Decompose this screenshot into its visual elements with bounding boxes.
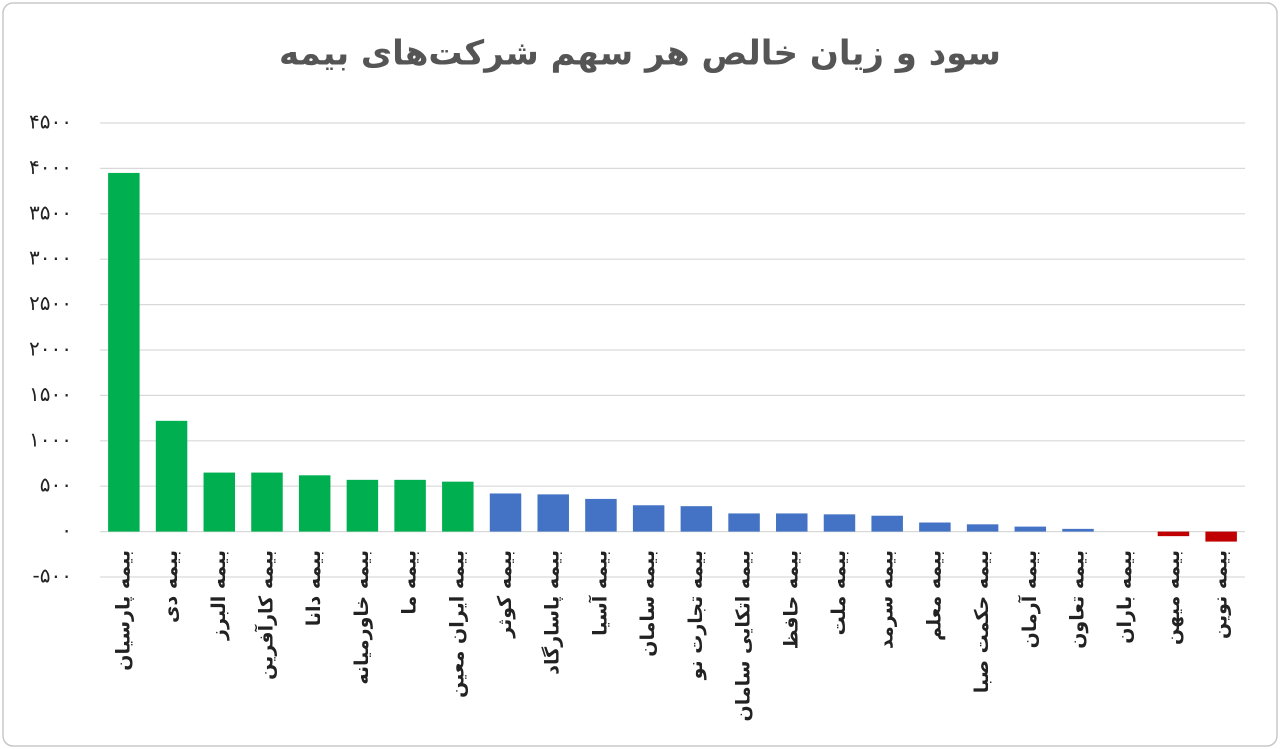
bar (251, 472, 283, 532)
bar (1205, 531, 1237, 542)
x-tick-label: بیمه پارسیان (112, 550, 134, 671)
bar (489, 493, 522, 532)
bar (155, 420, 188, 532)
x-tick-label: بیمه نوین (1210, 550, 1232, 639)
x-tick-label: بیمه تعاون (1067, 550, 1089, 649)
bar (394, 479, 426, 532)
bar (919, 522, 951, 532)
bar (203, 472, 236, 532)
x-tick-label: بیمه دی (160, 550, 182, 623)
x-tick-label: بیمه سامان (637, 550, 659, 657)
x-tick-label: بیمه پاسارگاد (541, 550, 564, 675)
bar (966, 524, 999, 532)
x-tick-label: بیمه میهن (1162, 550, 1184, 645)
y-tick-label: ۴۵۰۰ (29, 110, 72, 134)
x-tick-label: بیمه کوثر (494, 550, 516, 639)
bar (776, 513, 808, 532)
x-tick-label: بیمه ما (399, 550, 421, 615)
x-tick-label: بیمه کارآفرین (253, 550, 277, 680)
x-tick-label: بیمه خاورمیانه (351, 550, 373, 685)
x-tick-label: بیمه البرز (208, 550, 230, 641)
bar (823, 514, 856, 532)
x-tick-label: بیمه آسیا (587, 550, 611, 636)
y-tick-label: ۰ (61, 518, 72, 542)
x-tick-label: بیمه حافظ (780, 550, 802, 649)
y-tick-label: ۱۰۰۰ (29, 427, 72, 451)
x-tick-label: بیمه اتکایی سامان (733, 550, 755, 722)
bar (585, 498, 617, 532)
bar (537, 494, 569, 532)
bar (1014, 526, 1047, 532)
y-tick-label: ۵۰۰ (40, 473, 72, 497)
bar (632, 505, 665, 532)
x-tick-label: بیمه دانا (303, 550, 325, 626)
y-tick-label: ۴۰۰۰ (29, 155, 72, 179)
y-tick-label: ۱۵۰۰ (29, 382, 72, 406)
chart-title: سود و زیان خالص هر سهم شرکت‌های بیمه (279, 34, 1001, 74)
bar (728, 513, 760, 532)
bar (108, 172, 140, 532)
y-tick-label: ۲۰۰۰ (29, 337, 72, 361)
x-tick-label: بیمه معلم (923, 550, 945, 641)
bar (1062, 528, 1094, 532)
x-tick-label: بیمه تجارت نو (685, 550, 707, 680)
y-tick-label: ۲۵۰۰ (29, 291, 72, 315)
x-tick-label: بیمه ایران معین (446, 550, 468, 698)
bar (442, 481, 474, 532)
bar (1157, 531, 1190, 537)
x-tick-label: بیمه ملت (828, 550, 850, 635)
x-tick-label: بیمه باران (1114, 550, 1136, 644)
bar (298, 475, 331, 532)
x-tick-label: بیمه حکمت صبا (971, 550, 993, 693)
bar (346, 479, 379, 532)
y-tick-label: ۳۵۰۰ (29, 200, 72, 224)
y-tick-label: -۵۰۰ (33, 564, 72, 588)
bar (871, 515, 903, 532)
x-tick-label: بیمه سرمد (876, 550, 898, 649)
bar (680, 506, 713, 532)
y-tick-label: ۳۰۰۰ (29, 246, 72, 270)
x-tick-label: بیمه آرمان (1017, 550, 1041, 648)
